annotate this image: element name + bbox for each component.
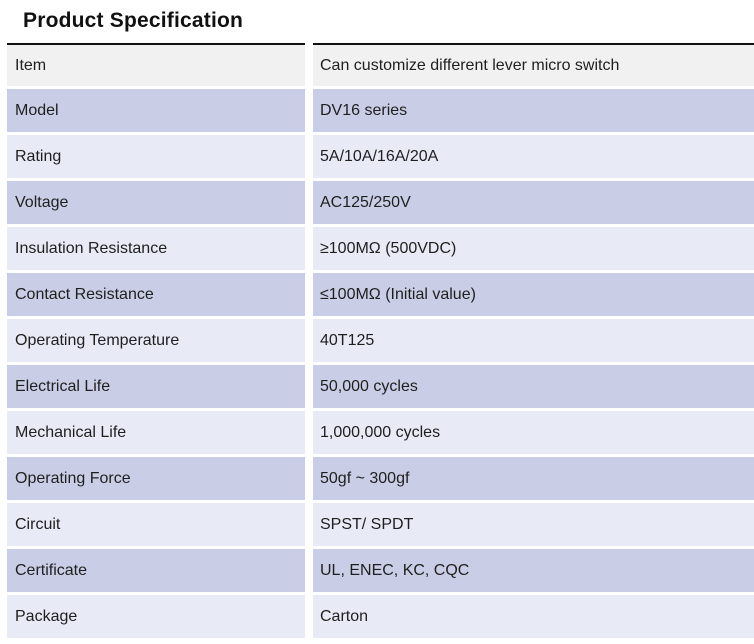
- spec-label-cell: Mechanical Life: [7, 411, 305, 454]
- spec-label-cell: Insulation Resistance: [7, 227, 305, 270]
- spec-value-cell: AC125/250V: [313, 181, 754, 224]
- spec-value-cell: Carton: [313, 595, 754, 638]
- spec-table: Item Can customize different lever micro…: [0, 43, 754, 638]
- spec-value-cell: 50gf ~ 300gf: [313, 457, 754, 500]
- spec-value-cell: SPST/ SPDT: [313, 503, 754, 546]
- spec-label-cell: Certificate: [7, 549, 305, 592]
- spec-label-cell: Circuit: [7, 503, 305, 546]
- page-title: Product Specification: [23, 9, 244, 32]
- spec-value-cell: 40T125: [313, 319, 754, 362]
- spec-label-cell: Item: [7, 43, 305, 86]
- spec-value-cell: ≥100MΩ (500VDC): [313, 227, 754, 270]
- spec-value-cell: UL, ENEC, KC, CQC: [313, 549, 754, 592]
- spec-label-cell: Contact Resistance: [7, 273, 305, 316]
- spec-value-cell: DV16 series: [313, 89, 754, 132]
- spec-label-cell: Operating Temperature: [7, 319, 305, 362]
- spec-label-cell: Rating: [7, 135, 305, 178]
- spec-value-cell: ≤100MΩ (Initial value): [313, 273, 754, 316]
- spec-label-cell: Electrical Life: [7, 365, 305, 408]
- spec-value-cell: Can customize different lever micro swit…: [313, 43, 754, 86]
- spec-value-cell: 5A/10A/16A/20A: [313, 135, 754, 178]
- spec-value-cell: 50,000 cycles: [313, 365, 754, 408]
- spec-value-cell: 1,000,000 cycles: [313, 411, 754, 454]
- spec-label-cell: Package: [7, 595, 305, 638]
- spec-label-cell: Model: [7, 89, 305, 132]
- spec-label-cell: Operating Force: [7, 457, 305, 500]
- spec-label-cell: Voltage: [7, 181, 305, 224]
